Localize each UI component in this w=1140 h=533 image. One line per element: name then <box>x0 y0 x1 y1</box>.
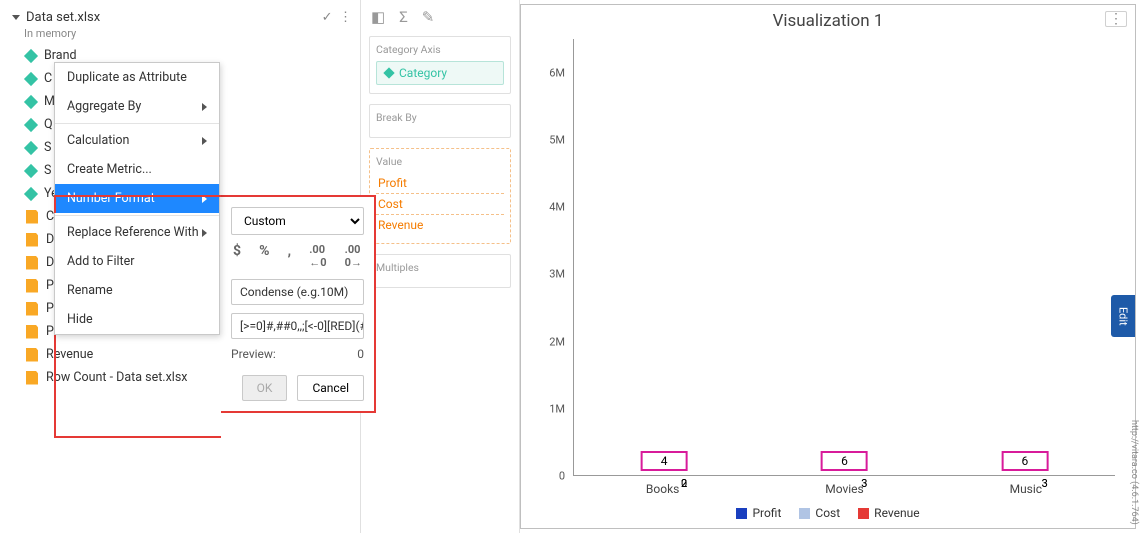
sigma-icon: Σ <box>399 8 408 26</box>
context-menu: Duplicate as AttributeAggregate By Calcul… <box>54 62 220 335</box>
value-chip[interactable]: Revenue <box>376 215 504 235</box>
metric-icon <box>26 348 38 362</box>
viz-menu-icon[interactable]: ⋮ <box>1105 11 1127 27</box>
filter-icon: ◧ <box>371 8 385 26</box>
caret-down-icon <box>12 15 20 20</box>
ctx-item[interactable]: Aggregate By <box>55 92 219 121</box>
metric-icon <box>26 302 38 316</box>
attribute-icon <box>24 117 38 131</box>
total-annotation: 6 <box>1001 451 1048 471</box>
attribute-icon <box>24 140 38 154</box>
number-format-flyout: Custom $%, .00←0 .000→ Condense (e.g.10M… <box>221 195 376 413</box>
dataset-storage: In memory <box>8 27 356 40</box>
pattern-input[interactable]: [>=0]#,##0,,;[<-0][RED](#,# <box>231 313 364 339</box>
x-label: Books <box>646 482 679 496</box>
value-chip[interactable]: Profit <box>376 173 504 194</box>
cancel-button[interactable]: Cancel <box>297 375 364 401</box>
ctx-item[interactable]: Number Format <box>55 184 219 213</box>
chevron-right-icon <box>202 137 207 145</box>
chevron-right-icon <box>202 103 207 111</box>
attribute-icon <box>24 186 38 200</box>
value-zone[interactable]: Value ProfitCostRevenue <box>369 148 511 244</box>
ctx-item[interactable]: Calculation <box>55 126 219 155</box>
attribution-text: http://vitara.co (4.6.1.764) <box>1129 420 1139 525</box>
chevron-right-icon <box>202 229 207 237</box>
stacked-bar-chart: 01M2M3M4M5M6M 2204336336 BooksMoviesMusi… <box>521 33 1135 528</box>
dataset-header[interactable]: Data set.xlsx ✓ ⋮ <box>8 8 356 27</box>
ctx-item[interactable]: Hide <box>55 305 219 334</box>
metric-icon <box>26 256 38 270</box>
metric-icon <box>26 325 38 339</box>
attribute-icon <box>24 163 38 177</box>
metric-icon <box>26 371 38 385</box>
metric-icon <box>26 279 38 293</box>
legend-item[interactable]: Revenue <box>858 506 919 520</box>
break-by-zone[interactable]: Break By <box>369 104 511 138</box>
legend-item[interactable]: Cost <box>799 506 840 520</box>
editor-tools[interactable]: ◧ Σ ✎ <box>369 6 511 36</box>
dataset-actions[interactable]: ✓ ⋮ <box>322 10 352 25</box>
ctx-item[interactable]: Duplicate as Attribute <box>55 63 219 92</box>
ctx-item[interactable]: Rename <box>55 276 219 305</box>
category-chip[interactable]: Category <box>376 61 504 85</box>
x-label: Music <box>1010 482 1042 496</box>
dataset-title: Data set.xlsx <box>26 10 316 25</box>
chevron-right-icon <box>202 195 207 203</box>
legend: Profit Cost Revenue <box>521 506 1135 520</box>
metric-icon <box>26 210 38 224</box>
visualization-panel: ⋮ Visualization 1 01M2M3M4M5M6M 22043363… <box>520 4 1136 529</box>
preview-value: 0 <box>357 347 364 361</box>
diamond-icon <box>383 67 394 78</box>
dropzone-panel: ◧ Σ ✎ Category Axis Category Break By Va… <box>360 0 520 533</box>
ctx-item[interactable]: Create Metric... <box>55 155 219 184</box>
ctx-item[interactable]: Replace Reference With <box>55 218 219 247</box>
multiples-zone[interactable]: Multiples <box>369 254 511 288</box>
x-label: Movies <box>825 482 864 496</box>
attribute-icon <box>24 71 38 85</box>
ok-button[interactable]: OK <box>242 375 288 401</box>
viz-title: Visualization 1 <box>521 5 1135 33</box>
datasets-panel: Data set.xlsx ✓ ⋮ In memory BrandCMQSSYe… <box>0 0 360 533</box>
legend-item[interactable]: Profit <box>736 506 781 520</box>
marker-icon: ✎ <box>422 8 435 26</box>
category-axis-zone[interactable]: Category Axis Category <box>369 36 511 94</box>
value-chip[interactable]: Cost <box>376 194 504 215</box>
total-annotation: 6 <box>821 451 868 471</box>
metric-icon <box>26 233 38 247</box>
attribute-icon <box>24 48 38 62</box>
format-symbols[interactable]: $%, .00←0 .000→ <box>231 243 364 269</box>
format-type-select[interactable]: Custom <box>231 207 364 235</box>
preview-label: Preview: <box>231 347 276 361</box>
edit-tab[interactable]: Edit <box>1111 295 1135 337</box>
total-annotation: 4 <box>641 451 688 471</box>
attribute-icon <box>24 94 38 108</box>
condense-input[interactable]: Condense (e.g.10M) <box>231 279 364 305</box>
ctx-item[interactable]: Add to Filter <box>55 247 219 276</box>
